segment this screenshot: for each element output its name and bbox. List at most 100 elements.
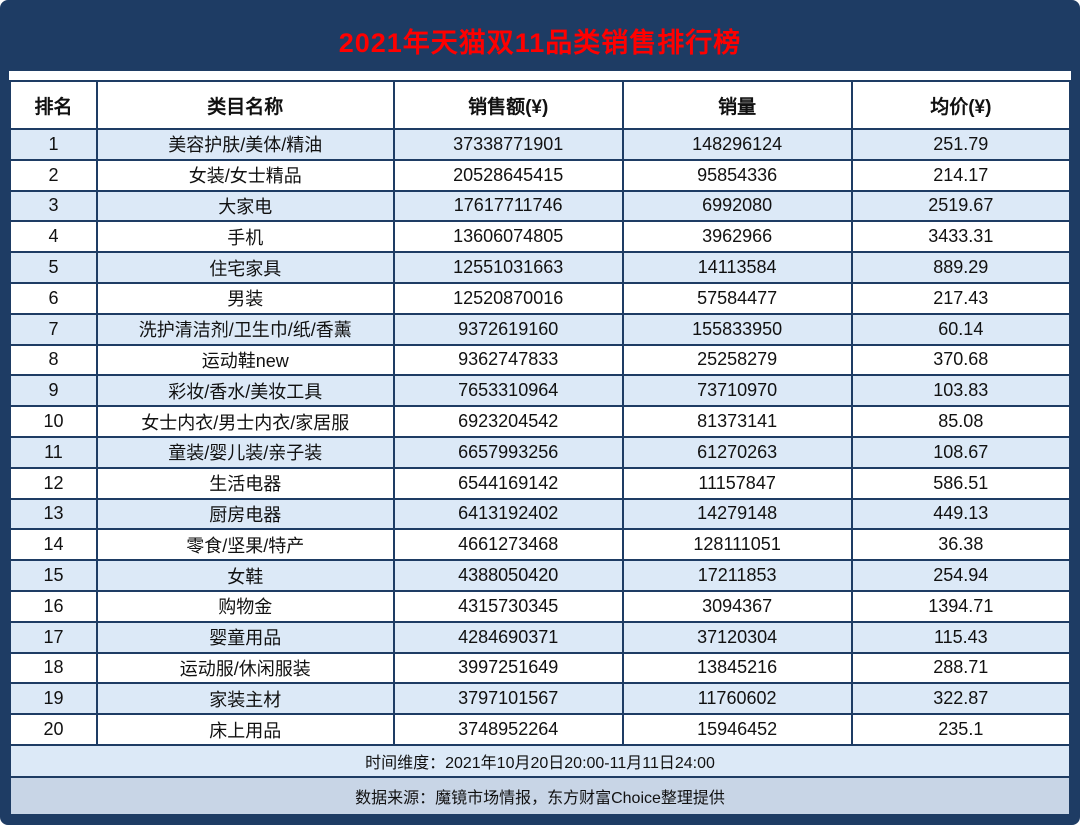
- table-row: 17 婴童用品 4284690371 37120304 115.43: [9, 620, 1071, 654]
- avg-price-cell: 235.1: [850, 713, 1071, 746]
- volume-cell: 13845216: [621, 651, 853, 685]
- avg-price-cell: 214.17: [850, 158, 1071, 192]
- table-row: 5 住宅家具 12551031663 14113584 889.29: [9, 251, 1071, 284]
- header-rank: 排名: [9, 80, 98, 130]
- volume-cell: 15946452: [621, 713, 853, 746]
- volume-cell: 3094367: [621, 589, 853, 623]
- sales-cell: 6413192402: [392, 497, 624, 531]
- footer-source-row: 数据来源：魔镜市场情报，东方财富Choice整理提供: [9, 776, 1071, 816]
- category-cell: 洗护清洁剂/卫生巾/纸/香薰: [95, 312, 395, 346]
- table-row: 8 运动鞋new 9362747833 25258279 370.68: [9, 343, 1071, 377]
- rank-cell: 19: [9, 682, 98, 716]
- category-cell: 购物金: [95, 589, 395, 623]
- avg-price-cell: 254.94: [850, 559, 1071, 592]
- table-row: 12 生活电器 6544169142 11157847 586.51: [9, 466, 1071, 500]
- volume-cell: 37120304: [621, 620, 853, 654]
- avg-price-cell: 85.08: [850, 405, 1071, 438]
- sales-cell: 3997251649: [392, 651, 624, 685]
- table-row: 10 女士内衣/男士内衣/家居服 6923204542 81373141 85.08: [9, 405, 1071, 438]
- category-cell: 住宅家具: [95, 251, 395, 284]
- rank-cell: 2: [9, 158, 98, 192]
- sales-cell: 6923204542: [392, 405, 624, 438]
- rank-cell: 4: [9, 220, 98, 254]
- category-cell: 运动服/休闲服装: [95, 651, 395, 685]
- header-category: 类目名称: [95, 80, 395, 130]
- category-cell: 家装主材: [95, 682, 395, 716]
- sales-cell: 3748952264: [392, 713, 624, 746]
- rank-cell: 17: [9, 620, 98, 654]
- avg-price-cell: 1394.71: [850, 589, 1071, 623]
- table-row: 15 女鞋 4388050420 17211853 254.94: [9, 559, 1071, 592]
- volume-cell: 11157847: [621, 466, 853, 500]
- volume-cell: 155833950: [621, 312, 853, 346]
- sales-cell: 7653310964: [392, 374, 624, 408]
- rank-cell: 1: [9, 128, 98, 161]
- table-row: 4 手机 13606074805 3962966 3433.31: [9, 220, 1071, 254]
- rank-cell: 3: [9, 189, 98, 223]
- avg-price-cell: 108.67: [850, 435, 1071, 469]
- sales-cell: 13606074805: [392, 220, 624, 254]
- sales-cell: 4315730345: [392, 589, 624, 623]
- rank-cell: 5: [9, 251, 98, 284]
- sales-cell: 3797101567: [392, 682, 624, 716]
- volume-cell: 17211853: [621, 559, 853, 592]
- avg-price-cell: 322.87: [850, 682, 1071, 716]
- data-source-label: 数据来源：魔镜市场情报，东方财富Choice整理提供: [9, 776, 1071, 816]
- rank-cell: 11: [9, 435, 98, 469]
- table-row: 2 女装/女士精品 20528645415 95854336 214.17: [9, 158, 1071, 192]
- rank-cell: 18: [9, 651, 98, 685]
- rank-cell: 8: [9, 343, 98, 377]
- rank-cell: 6: [9, 281, 98, 315]
- footer-time-row: 时间维度：2021年10月20日20:00-11月11日24:00: [9, 744, 1071, 778]
- rank-cell: 15: [9, 559, 98, 592]
- avg-price-cell: 288.71: [850, 651, 1071, 685]
- volume-cell: 14279148: [621, 497, 853, 531]
- sales-cell: 4284690371: [392, 620, 624, 654]
- table-row: 3 大家电 17617711746 6992080 2519.67: [9, 189, 1071, 223]
- volume-cell: 6992080: [621, 189, 853, 223]
- title-bar: 2021年天猫双11品类销售排行榜: [9, 9, 1071, 71]
- sales-cell: 20528645415: [392, 158, 624, 192]
- sales-cell: 12520870016: [392, 281, 624, 315]
- ranking-table: 排名 类目名称 销售额(¥) 销量 均价(¥) 1 美容护肤/美体/精油 37338…: [9, 80, 1071, 816]
- rank-cell: 12: [9, 466, 98, 500]
- sales-cell: 37338771901: [392, 128, 624, 161]
- table-row: 6 男装 12520870016 57584477 217.43: [9, 281, 1071, 315]
- sales-cell: 4661273468: [392, 528, 624, 562]
- avg-price-cell: 115.43: [850, 620, 1071, 654]
- table-row: 7 洗护清洁剂/卫生巾/纸/香薰 9372619160 155833950 60.14: [9, 312, 1071, 346]
- rank-cell: 10: [9, 405, 98, 438]
- volume-cell: 81373141: [621, 405, 853, 438]
- volume-cell: 14113584: [621, 251, 853, 284]
- table-container: 排名 类目名称 销售额(¥) 销量 均价(¥) 1 美容护肤/美体/精油 37338…: [9, 80, 1071, 816]
- header-avg-price: 均价(¥): [850, 80, 1071, 130]
- avg-price-cell: 449.13: [850, 497, 1071, 531]
- rank-cell: 14: [9, 528, 98, 562]
- category-cell: 床上用品: [95, 713, 395, 746]
- category-cell: 婴童用品: [95, 620, 395, 654]
- header-sales: 销售额(¥): [392, 80, 624, 130]
- category-cell: 男装: [95, 281, 395, 315]
- sales-cell: 6544169142: [392, 466, 624, 500]
- avg-price-cell: 2519.67: [850, 189, 1071, 223]
- rank-cell: 9: [9, 374, 98, 408]
- avg-price-cell: 889.29: [850, 251, 1071, 284]
- volume-cell: 57584477: [621, 281, 853, 315]
- category-cell: 彩妆/香水/美妆工具: [95, 374, 395, 408]
- avg-price-cell: 3433.31: [850, 220, 1071, 254]
- avg-price-cell: 60.14: [850, 312, 1071, 346]
- volume-cell: 73710970: [621, 374, 853, 408]
- category-cell: 运动鞋new: [95, 343, 395, 377]
- avg-price-cell: 370.68: [850, 343, 1071, 377]
- volume-cell: 3962966: [621, 220, 853, 254]
- table-row: 1 美容护肤/美体/精油 37338771901 148296124 251.79: [9, 128, 1071, 161]
- table-row: 11 童装/婴儿装/亲子装 6657993256 61270263 108.67: [9, 435, 1071, 469]
- volume-cell: 61270263: [621, 435, 853, 469]
- category-cell: 大家电: [95, 189, 395, 223]
- category-cell: 生活电器: [95, 466, 395, 500]
- volume-cell: 148296124: [621, 128, 853, 161]
- time-dimension-label: 时间维度：2021年10月20日20:00-11月11日24:00: [9, 744, 1071, 778]
- table-row: 9 彩妆/香水/美妆工具 7653310964 73710970 103.83: [9, 374, 1071, 408]
- sales-cell: 9362747833: [392, 343, 624, 377]
